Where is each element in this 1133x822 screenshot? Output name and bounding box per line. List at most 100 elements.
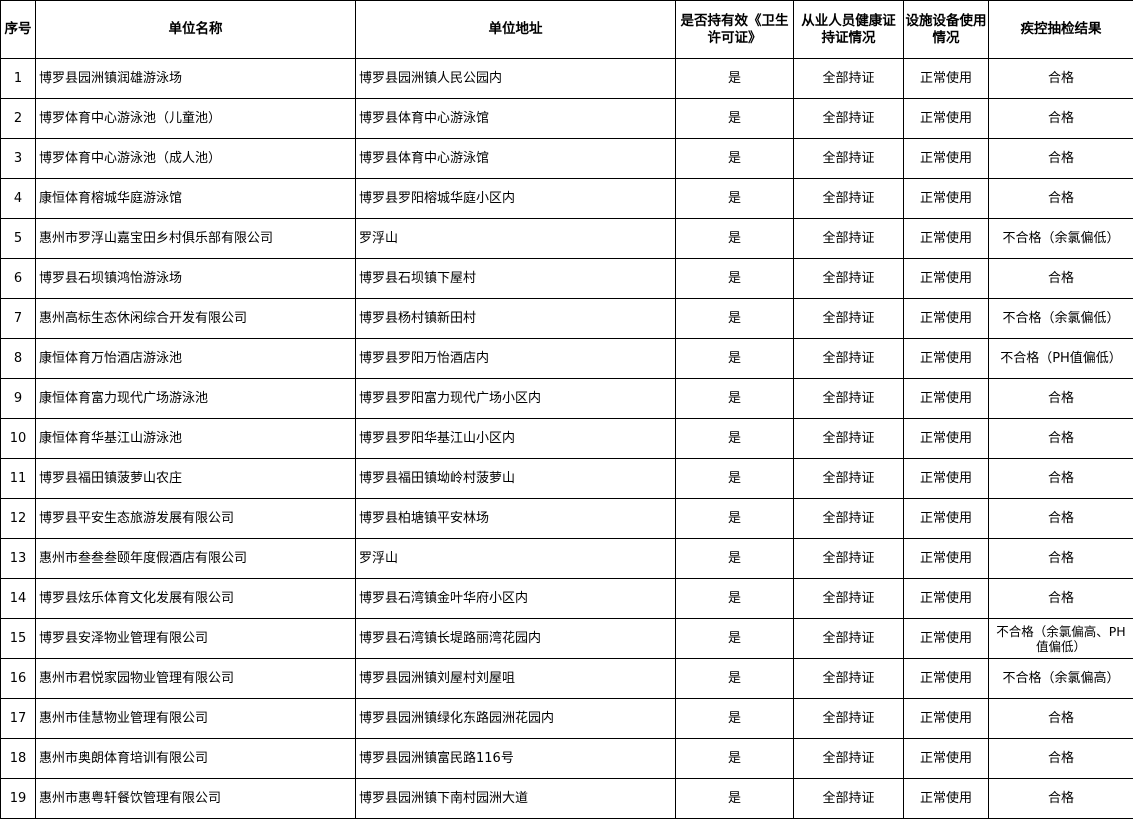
cell-result: 不合格（余氯偏高）	[988, 658, 1133, 699]
cell-unit-name: 博罗县炫乐体育文化发展有限公司	[35, 578, 356, 619]
cell-license: 是	[675, 98, 794, 139]
cell-unit-address: 博罗县石湾镇长堤路丽湾花园内	[355, 618, 676, 659]
cell-result: 不合格（余氯偏低）	[988, 218, 1133, 259]
header-row: 序号 单位名称 单位地址 是否持有效《卫生许可证》 从业人员健康证持证情况 设施…	[0, 0, 1133, 59]
cell-unit-address: 博罗县园洲镇刘屋村刘屋咀	[355, 658, 676, 699]
cell-license: 是	[675, 378, 794, 419]
cell-license: 是	[675, 738, 794, 779]
cell-index: 8	[0, 338, 36, 379]
cell-facility: 正常使用	[903, 738, 989, 779]
table-row: 14 博罗县炫乐体育文化发展有限公司 博罗县石湾镇金叶华府小区内是全部持证 正常使用合…	[0, 578, 1133, 619]
cell-facility: 正常使用	[903, 338, 989, 379]
cell-health-cert: 全部持证	[793, 298, 904, 339]
cell-unit-address: 博罗县福田镇坳岭村菠萝山	[355, 458, 676, 499]
table-row: 19 惠州市惠粤轩餐饮管理有限公司 博罗县园洲镇下南村园洲大道是全部持证 正常使用 合格	[0, 778, 1133, 819]
cell-index: 6	[0, 258, 36, 299]
cell-facility: 正常使用	[903, 778, 989, 819]
cell-license: 是	[675, 298, 794, 339]
cell-result: 合格	[988, 378, 1133, 419]
cell-unit-name: 博罗县平安生态旅游发展有限公司	[35, 498, 356, 539]
table-row: 4 康恒体育榕城华庭游泳馆 博罗县罗阳榕城华庭小区内是全部持证 正常使用 合格	[0, 178, 1133, 219]
cell-facility: 正常使用	[903, 418, 989, 459]
cell-license: 是	[675, 218, 794, 259]
cell-health-cert: 全部持证	[793, 698, 904, 739]
cell-result: 不合格（余氯偏低）	[988, 298, 1133, 339]
table-row: 7 惠州高标生态休闲综合开发有限公司 博罗县杨村镇新田村是全部持证 正常使用 不合格（余…	[0, 298, 1133, 339]
cell-unit-address: 博罗县体育中心游泳馆	[355, 98, 676, 139]
table-row: 9 康恒体育富力现代广场游泳池 博罗县罗阳富力现代广场小区内是全部持证 正常使用 合格	[0, 378, 1133, 419]
cell-unit-address: 博罗县罗阳榕城华庭小区内	[355, 178, 676, 219]
table-row: 5 惠州市罗浮山嘉宝田乡村俱乐部有限公司 罗浮山是全部持证 正常使用 不合格（余氯偏低）	[0, 218, 1133, 259]
cell-license: 是	[675, 658, 794, 699]
cell-result: 合格	[988, 698, 1133, 739]
cell-facility: 正常使用	[903, 698, 989, 739]
cell-result: 合格	[988, 538, 1133, 579]
cell-result: 合格	[988, 458, 1133, 499]
cell-result: 合格	[988, 498, 1133, 539]
cell-facility: 正常使用	[903, 378, 989, 419]
cell-index: 4	[0, 178, 36, 219]
table-row: 12 博罗县平安生态旅游发展有限公司 博罗县柏塘镇平安林场是全部持证 正常使用 合格	[0, 498, 1133, 539]
cell-health-cert: 全部持证	[793, 378, 904, 419]
cell-result: 合格	[988, 578, 1133, 619]
cell-unit-name: 博罗县园洲镇润雄游泳场	[35, 58, 356, 99]
cell-index: 5	[0, 218, 36, 259]
cell-result: 合格	[988, 778, 1133, 819]
header-unit-name: 单位名称	[35, 0, 356, 59]
table-row: 13 惠州市叁叁叁颐年度假酒店有限公司 罗浮山是全部持证 正常使用 合格	[0, 538, 1133, 579]
cell-unit-name: 康恒体育榕城华庭游泳馆	[35, 178, 356, 219]
cell-unit-name: 惠州市君悦家园物业管理有限公司	[35, 658, 356, 699]
cell-result: 不合格（余氯偏高、PH值偏低）	[988, 618, 1133, 659]
table-row: 8 康恒体育万怡酒店游泳池 博罗县罗阳万怡酒店内是全部持证 正常使用 不合格（PH值偏低…	[0, 338, 1133, 379]
cell-facility: 正常使用	[903, 658, 989, 699]
cell-unit-name: 康恒体育万怡酒店游泳池	[35, 338, 356, 379]
cell-index: 14	[0, 578, 36, 619]
cell-facility: 正常使用	[903, 58, 989, 99]
cell-unit-name: 惠州市罗浮山嘉宝田乡村俱乐部有限公司	[35, 218, 356, 259]
cell-unit-address: 博罗县体育中心游泳馆	[355, 138, 676, 179]
table-row: 6 博罗县石坝镇鸿怡游泳场 博罗县石坝镇下屋村是全部持证 正常使用 合格	[0, 258, 1133, 299]
cell-health-cert: 全部持证	[793, 98, 904, 139]
cell-facility: 正常使用	[903, 458, 989, 499]
table-row: 1 博罗县园洲镇润雄游泳场 博罗县园洲镇人民公园内是全部持证 正常使用 合格	[0, 58, 1133, 99]
cell-unit-name: 康恒体育富力现代广场游泳池	[35, 378, 356, 419]
cell-facility: 正常使用	[903, 178, 989, 219]
cell-unit-name: 惠州市叁叁叁颐年度假酒店有限公司	[35, 538, 356, 579]
cell-facility: 正常使用	[903, 138, 989, 179]
table-row: 16 惠州市君悦家园物业管理有限公司 博罗县园洲镇刘屋村刘屋咀是全部持证 正常使用 不合…	[0, 658, 1133, 699]
table-row: 10 康恒体育华基江山游泳池 博罗县罗阳华基江山小区内是全部持证 正常使用 合格	[0, 418, 1133, 459]
cell-unit-address: 博罗县石湾镇金叶华府小区内	[355, 578, 676, 619]
cell-unit-name: 博罗县福田镇菠萝山农庄	[35, 458, 356, 499]
cell-unit-address: 博罗县园洲镇绿化东路园洲花园内	[355, 698, 676, 739]
cell-unit-address: 博罗县园洲镇人民公园内	[355, 58, 676, 99]
cell-index: 16	[0, 658, 36, 699]
table-row: 17 惠州市佳慧物业管理有限公司 博罗县园洲镇绿化东路园洲花园内是全部持证 正常使用合…	[0, 698, 1133, 739]
cell-index: 9	[0, 378, 36, 419]
cell-license: 是	[675, 578, 794, 619]
cell-license: 是	[675, 178, 794, 219]
cell-unit-address: 罗浮山	[355, 218, 676, 259]
cell-license: 是	[675, 58, 794, 99]
cell-unit-name: 博罗县石坝镇鸿怡游泳场	[35, 258, 356, 299]
cell-health-cert: 全部持证	[793, 218, 904, 259]
header-facility: 设施设备使用情况	[903, 0, 989, 59]
cell-index: 15	[0, 618, 36, 659]
cell-unit-address: 罗浮山	[355, 538, 676, 579]
cell-license: 是	[675, 458, 794, 499]
cell-unit-address: 博罗县园洲镇富民路116号	[355, 738, 676, 779]
table-row: 18 惠州市奥朗体育培训有限公司 博罗县园洲镇富民路116号是全部持证 正常使用 合格	[0, 738, 1133, 779]
cell-unit-name: 博罗县安泽物业管理有限公司	[35, 618, 356, 659]
header-unit-address: 单位地址	[355, 0, 676, 59]
cell-license: 是	[675, 338, 794, 379]
cell-license: 是	[675, 498, 794, 539]
cell-facility: 正常使用	[903, 618, 989, 659]
cell-health-cert: 全部持证	[793, 578, 904, 619]
cell-unit-address: 博罗县罗阳华基江山小区内	[355, 418, 676, 459]
cell-index: 2	[0, 98, 36, 139]
cell-facility: 正常使用	[903, 498, 989, 539]
cell-index: 3	[0, 138, 36, 179]
header-index: 序号	[0, 0, 36, 59]
cell-facility: 正常使用	[903, 218, 989, 259]
cell-unit-address: 博罗县园洲镇下南村园洲大道	[355, 778, 676, 819]
cell-health-cert: 全部持证	[793, 778, 904, 819]
